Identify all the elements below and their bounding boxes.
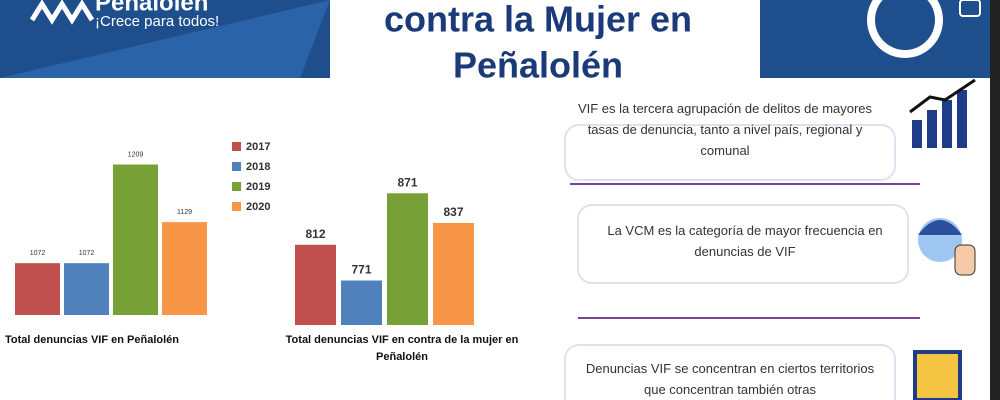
legend-swatch <box>232 202 241 211</box>
bar <box>433 222 474 325</box>
note-text: Denuncias VIF se concentran en ciertos t… <box>585 361 875 397</box>
bar <box>387 193 428 325</box>
growth-icon <box>909 78 976 148</box>
bar <box>295 244 336 325</box>
map-icon <box>913 350 962 400</box>
value-label: 1209 <box>128 151 144 158</box>
tagline: ¡Crece para todos! <box>95 13 219 30</box>
header-icon <box>875 0 935 50</box>
legend-label: 2019 <box>246 181 270 193</box>
value-label: 837 <box>443 205 463 219</box>
note-text: La VCM es la categoría de mayor frecuenc… <box>607 223 883 259</box>
chart-caption: Total denuncias VIF en Peñalolén <box>5 334 179 346</box>
header-icon <box>959 0 981 17</box>
bar <box>162 222 207 315</box>
legend-swatch <box>232 182 241 191</box>
note-box <box>577 204 909 284</box>
note-text: VIF es la tercera agrupación de delitos … <box>577 101 873 158</box>
value-label: 771 <box>351 263 371 277</box>
legend-label: 2018 <box>246 161 270 173</box>
logo-mark <box>29 0 95 25</box>
legend-label: 2017 <box>246 141 270 153</box>
slide-title: contra la Mujer en <box>384 0 692 40</box>
person-icon <box>918 218 976 276</box>
legend-swatch <box>232 142 241 151</box>
note-box <box>564 344 896 400</box>
bar <box>341 280 382 325</box>
screen-edge <box>990 0 1000 400</box>
bar <box>15 263 60 315</box>
header-accent <box>0 0 330 78</box>
brand: Peñalolén <box>95 0 208 16</box>
note-box <box>564 124 896 181</box>
legend-label: 2020 <box>246 201 270 213</box>
bar <box>113 164 158 315</box>
value-label: 1072 <box>30 250 46 257</box>
bar <box>64 263 109 315</box>
value-label: 1072 <box>79 250 95 257</box>
legend-swatch <box>232 162 241 171</box>
value-label: 1129 <box>177 209 192 216</box>
value-label: 871 <box>397 175 417 189</box>
chart-caption: Total denuncias VIF en contra de la muje… <box>285 334 519 363</box>
value-label: 812 <box>305 227 325 241</box>
slide-title: Peñalolén <box>453 45 623 86</box>
